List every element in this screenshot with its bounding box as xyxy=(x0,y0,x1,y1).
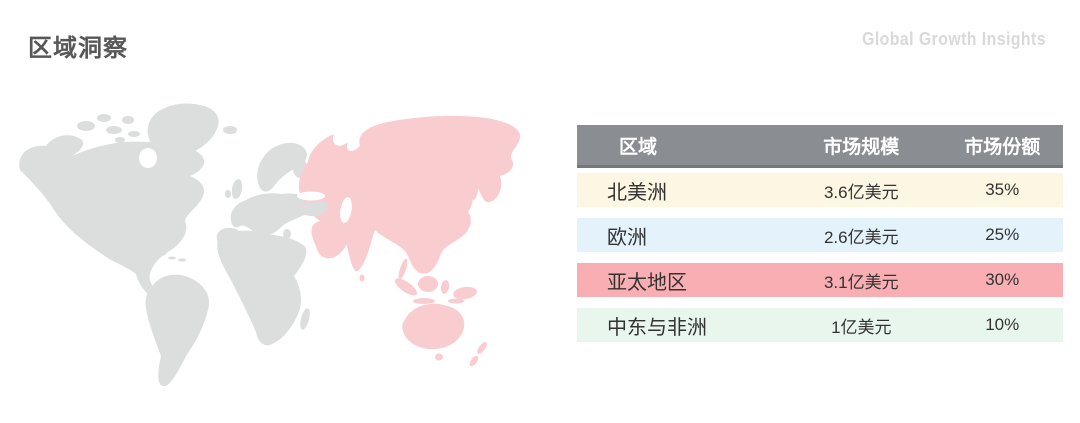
column-header-market-share: 市场份额 xyxy=(964,136,1041,158)
market-size-value: 3.6亿美元 xyxy=(823,182,899,202)
market-size-value: 2.6亿美元 xyxy=(823,227,899,247)
brand-watermark: Global Growth Insights xyxy=(862,29,1046,49)
region-name: 欧洲 xyxy=(607,226,647,249)
column-header-market-size: 市场规模 xyxy=(823,136,900,158)
table-row-north-america: 北美洲 3.6亿美元 35% xyxy=(577,173,1063,207)
region-name: 中东与非洲 xyxy=(607,316,707,339)
map-region-americas-europe-africa xyxy=(19,103,314,387)
table-row-middle-east-africa: 中东与非洲 1亿美元 10% xyxy=(577,308,1063,342)
table-row-europe: 欧洲 2.6亿美元 25% xyxy=(577,218,1063,252)
world-map xyxy=(19,103,521,387)
market-share-value: 30% xyxy=(985,270,1020,289)
region-table: 区域 市场规模 市场份额 北美洲 3.6亿美元 35% 欧洲 2.6亿美元 25… xyxy=(577,125,1063,342)
market-share-value: 25% xyxy=(985,225,1020,244)
market-share-value: 35% xyxy=(985,180,1020,199)
table-row-asia-pacific: 亚太地区 3.1亿美元 30% xyxy=(577,263,1063,297)
market-share-value: 10% xyxy=(985,315,1020,334)
map-region-anatolia xyxy=(297,200,329,217)
map-region-asia-pacific xyxy=(298,115,521,367)
market-size-value: 1亿美元 xyxy=(831,317,892,337)
region-name: 亚太地区 xyxy=(607,271,687,294)
page-title: 区域洞察 xyxy=(28,35,128,62)
table-header-row: 区域 市场规模 市场份额 xyxy=(577,125,1063,168)
column-header-region: 区域 xyxy=(619,136,658,158)
map-inland-seas xyxy=(139,148,352,223)
market-size-value: 3.1亿美元 xyxy=(823,272,899,292)
region-name: 北美洲 xyxy=(607,181,667,204)
